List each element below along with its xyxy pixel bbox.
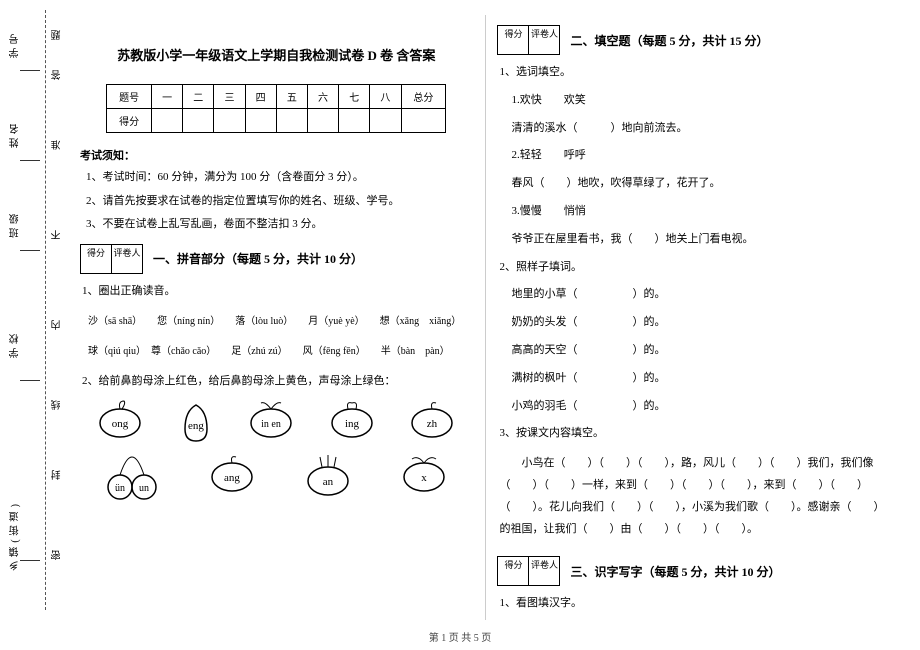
fill-item: 满树的枫叶（ ）的。 <box>511 369 890 389</box>
margin-label-class: 班级 <box>8 210 23 238</box>
column-divider <box>485 15 486 620</box>
seal-char: 不 <box>50 230 65 240</box>
score-cell: 评卷人 <box>529 25 560 55</box>
exam-title: 苏教版小学一年级语文上学期自我检测试卷 D 卷 含答案 <box>80 45 473 64</box>
svg-text:x: x <box>422 472 428 484</box>
notice-heading: 考试须知： <box>80 147 473 163</box>
notice-item: 1、考试时间：60 分钟，满分为 100 分（含卷面分 3 分）。 <box>86 169 473 187</box>
fruit-icon: x <box>398 451 450 493</box>
th: 二 <box>183 85 214 109</box>
fruit-icon: zh <box>406 397 458 439</box>
svg-text:an: an <box>323 476 334 488</box>
question: 1、选词填空。 <box>499 63 890 83</box>
seal-char: 答 <box>50 70 65 80</box>
table-row: 得分 <box>107 109 446 133</box>
score-box: 得分 评卷人 <box>80 244 143 274</box>
svg-text:ang: ang <box>224 472 240 484</box>
score-cell: 得分 <box>497 25 529 55</box>
seal-char: 准 <box>50 140 65 150</box>
fruit-row: ün un ang an x <box>80 451 473 501</box>
seal-char: 密 <box>50 550 65 560</box>
score-cell: 得分 <box>497 556 529 586</box>
sub-question: 3.慢慢 悄悄 <box>511 202 890 222</box>
dashed-fold-line <box>45 10 46 610</box>
score-table: 题号 一 二 三 四 五 六 七 八 总分 得分 <box>106 84 446 133</box>
question: 1、看图填汉字。 <box>499 594 890 614</box>
table-row: 题号 一 二 三 四 五 六 七 八 总分 <box>107 85 446 109</box>
td: 得分 <box>107 109 152 133</box>
fruit-icon: ong <box>94 397 146 439</box>
th: 五 <box>276 85 307 109</box>
section-title-2: 二、填空题（每题 5 分，共计 15 分） <box>570 32 768 49</box>
fruit-icon: eng <box>175 397 217 445</box>
binding-margin: 学号 姓名 班级 学校 乡镇(街道) 题 答 准 不 内 线 封 密 <box>0 0 60 620</box>
fruit-icon: in en <box>245 397 297 439</box>
fruit-icon: an <box>302 451 354 499</box>
fruit-icon: ing <box>326 397 378 439</box>
notice-item: 2、请首先按要求在试卷的指定位置填写你的姓名、班级、学号。 <box>86 193 473 211</box>
fill-item: 小鸡的羽毛（ ）的。 <box>511 397 890 417</box>
svg-text:ün: ün <box>115 483 125 494</box>
svg-text:un: un <box>139 483 149 494</box>
sub-question: 春风（ ）地吹，吹得草绿了，花开了。 <box>511 174 890 194</box>
margin-input-line <box>20 160 40 161</box>
question: 1、圈出正确读音。 <box>82 282 473 302</box>
svg-text:ing: ing <box>345 418 360 430</box>
sub-question: 1.欢快 欢笑 <box>511 91 890 111</box>
seal-char: 封 <box>50 470 65 480</box>
notice-item: 3、不要在试卷上乱写乱画，卷面不整洁扣 3 分。 <box>86 216 473 234</box>
fruit-icon: ang <box>206 451 258 493</box>
score-box: 得分 评卷人 <box>497 556 560 586</box>
th: 六 <box>307 85 338 109</box>
th: 四 <box>245 85 276 109</box>
content-columns: 苏教版小学一年级语文上学期自我检测试卷 D 卷 含答案 题号 一 二 三 四 五… <box>70 15 900 620</box>
pinyin-line: 球（qiú qiu） 尊（chǎo cǎo） 足（zhú zú） 风（fēng … <box>88 342 473 362</box>
margin-label-id: 学号 <box>8 30 23 58</box>
margin-label-name: 姓名 <box>8 120 23 148</box>
section-title-3: 三、识字写字（每题 5 分，共计 10 分） <box>570 563 780 580</box>
section-header: 得分 评卷人 三、识字写字（每题 5 分，共计 10 分） <box>497 556 890 586</box>
cherry-icon: ün un <box>102 451 162 501</box>
margin-label-school: 学校 <box>8 330 23 358</box>
question: 3、按课文内容填空。 <box>499 424 890 444</box>
fill-item: 奶奶的头发（ ）的。 <box>511 313 890 333</box>
svg-text:ong: ong <box>112 418 129 430</box>
sub-question: 爷爷正在屋里看书，我（ ）地关上门看电视。 <box>511 230 890 250</box>
sub-question: 2.轻轻 呼呼 <box>511 146 890 166</box>
question: 2、照样子填词。 <box>499 258 890 278</box>
th: 八 <box>370 85 401 109</box>
section-title-1: 一、拼音部分（每题 5 分，共计 10 分） <box>153 250 363 267</box>
question: 2、给前鼻韵母涂上红色，给后鼻韵母涂上黄色，声母涂上绿色： <box>82 372 473 392</box>
th: 三 <box>214 85 245 109</box>
score-box: 得分 评卷人 <box>497 25 560 55</box>
score-cell: 得分 <box>80 244 112 274</box>
svg-text:in en: in en <box>261 419 281 430</box>
margin-input-line <box>20 70 40 71</box>
page-footer: 第 1 页 共 5 页 <box>0 629 920 644</box>
th: 总分 <box>401 85 446 109</box>
seal-char: 内 <box>50 320 65 330</box>
margin-input-line <box>20 250 40 251</box>
score-cell: 评卷人 <box>112 244 143 274</box>
score-cell: 评卷人 <box>529 556 560 586</box>
fruit-row: ong eng in en ing zh <box>80 397 473 445</box>
seal-char: 题 <box>50 30 65 40</box>
th: 一 <box>152 85 183 109</box>
seal-char: 线 <box>50 400 65 410</box>
margin-input-line <box>20 380 40 381</box>
fill-item: 地里的小草（ ）的。 <box>511 285 890 305</box>
fill-item: 高高的天空（ ）的。 <box>511 341 890 361</box>
right-column: 得分 评卷人 二、填空题（每题 5 分，共计 15 分） 1、选词填空。 1.欢… <box>487 15 900 620</box>
pinyin-line: 沙（sā shā） 您（níng nín） 落（lòu luò） 月（yuè y… <box>88 312 473 332</box>
svg-text:eng: eng <box>188 420 204 432</box>
section-header: 得分 评卷人 一、拼音部分（每题 5 分，共计 10 分） <box>80 244 473 274</box>
left-column: 苏教版小学一年级语文上学期自我检测试卷 D 卷 含答案 题号 一 二 三 四 五… <box>70 15 483 620</box>
th: 七 <box>339 85 370 109</box>
svg-text:zh: zh <box>427 418 438 430</box>
margin-input-line <box>20 560 40 561</box>
th: 题号 <box>107 85 152 109</box>
section-header: 得分 评卷人 二、填空题（每题 5 分，共计 15 分） <box>497 25 890 55</box>
passage-fill: 小鸟在（ ）（ ）（ ），路，风儿（ ）（ ）我们，我们像（ ）（ ）一样，来到… <box>499 452 890 540</box>
sub-question: 清清的溪水（ ）地向前流去。 <box>511 119 890 139</box>
